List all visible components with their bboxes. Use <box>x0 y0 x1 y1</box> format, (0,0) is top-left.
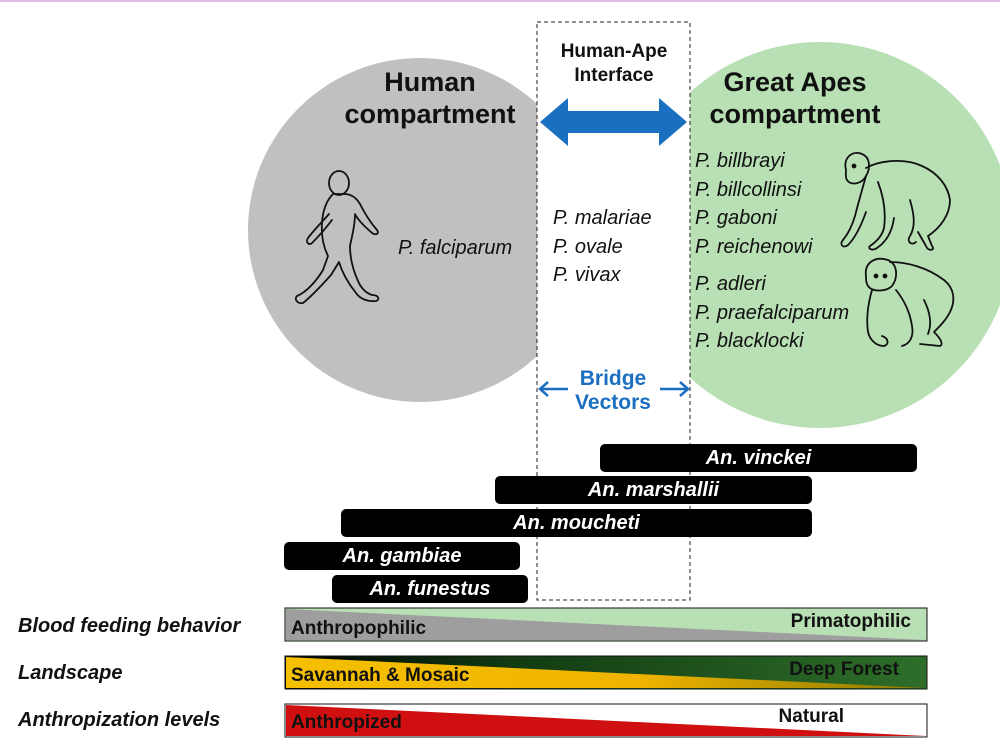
species-item: P. vivax <box>553 264 621 286</box>
gradient-right-label: Deep Forest <box>789 659 899 680</box>
species-item: P. blacklocki <box>695 330 804 352</box>
gradient-bar-landscape <box>284 655 928 690</box>
vector-bar-marshallii: An. marshallii <box>495 476 812 504</box>
gradient-bar-anthropization <box>284 703 928 738</box>
bridge-vectors-label: Bridge Vectors <box>553 367 673 415</box>
double-arrow <box>540 98 687 146</box>
vector-bar-gambiae: An. gambiae <box>284 542 520 570</box>
gradient-left-label: Anthropophilic <box>291 618 427 639</box>
species-item: P. ovale <box>553 235 623 258</box>
bridge-line: Bridge <box>579 367 647 390</box>
species-item: P. malariae <box>553 207 652 229</box>
gorilla-species-list: P. adleri P. praefalciparum P. blacklock… <box>695 270 849 356</box>
top-rule <box>0 0 1000 2</box>
interface-box <box>536 21 691 601</box>
species-item: P. reichenowi <box>695 235 813 258</box>
ape-compartment-circle <box>690 42 1000 428</box>
gradient-left-label: Savannah & Mosaic <box>291 665 470 686</box>
species-item: P. adleri <box>695 273 766 295</box>
title-line: Human-Ape <box>560 41 668 62</box>
gradient-right-label: Natural <box>778 706 844 727</box>
species-falciparum: P. falciparum <box>398 237 513 259</box>
row-label-anthropization: Anthropization levels <box>18 709 221 731</box>
title-line: compartment <box>709 99 881 129</box>
human-compartment-circle <box>248 58 537 402</box>
bridge-arrow-right <box>660 381 690 397</box>
title-line: Human <box>384 67 476 97</box>
row-label-landscape: Landscape <box>18 662 123 684</box>
species-item: P. billcollinsi <box>695 178 802 201</box>
species-item: P. billbrayi <box>695 150 785 172</box>
vector-bar-moucheti: An. moucheti <box>341 509 812 537</box>
human-compartment-title: Human compartment <box>320 66 540 130</box>
species-item: P. praefalciparum <box>695 301 850 324</box>
ape-compartment-title: Great Apes compartment <box>680 66 910 130</box>
row-label-feeding: Blood feeding behavior <box>18 615 241 637</box>
vector-bar-funestus: An. funestus <box>332 575 528 603</box>
human-figure-icon <box>294 170 380 305</box>
gradient-left-label: Anthropized <box>291 712 402 733</box>
title-line: compartment <box>344 99 516 129</box>
chimpanzee-icon <box>840 152 951 251</box>
chimp-species-list: P. billbrayi P. billcollinsi P. gaboni P… <box>695 147 812 261</box>
bridge-line: Vectors <box>575 391 651 414</box>
interface-title: Human-Ape Interface <box>538 40 690 88</box>
species-item: P. gaboni <box>695 207 777 229</box>
bridge-arrow-left <box>538 381 568 397</box>
title-line: Great Apes <box>723 67 867 97</box>
title-line: Interface <box>574 65 654 86</box>
gorilla-icon <box>864 257 955 347</box>
gradient-right-label: Primatophilic <box>790 611 911 632</box>
gradient-bar-feeding <box>284 607 928 642</box>
interface-species-list: P. malariae P. ovale P. vivax <box>553 204 652 290</box>
vector-bar-vinckei: An. vinckei <box>600 444 917 472</box>
